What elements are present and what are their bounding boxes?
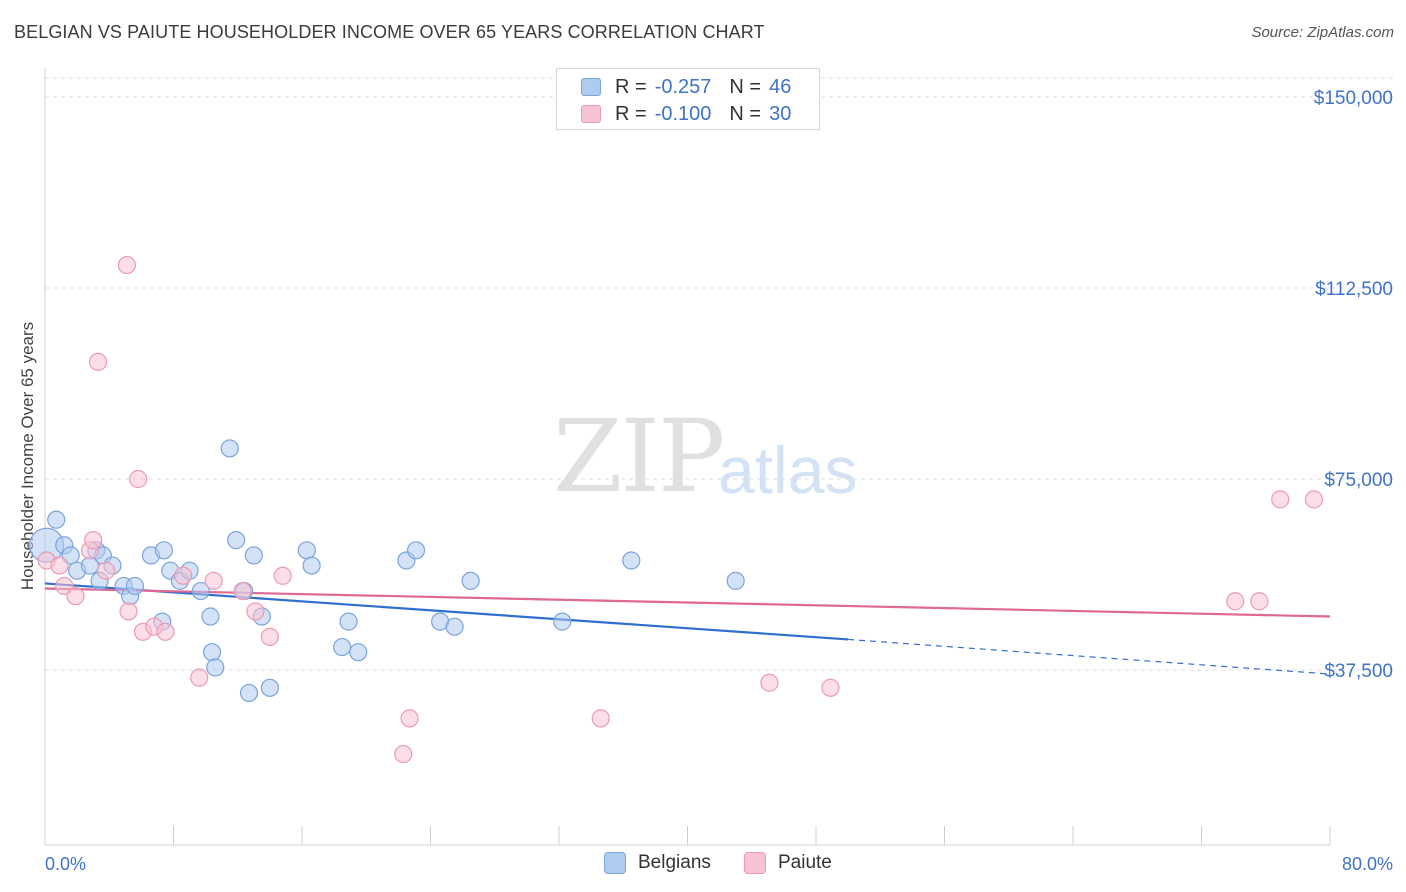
paiute-point [591, 709, 610, 728]
belgians-label: Belgians [638, 852, 711, 873]
paiute-point [394, 744, 413, 764]
paiute-point [156, 622, 175, 641]
belgians-point [726, 571, 745, 590]
belgians-point [61, 546, 80, 565]
x-tick-label: 0.0% [45, 854, 86, 874]
n-value: 30 [769, 102, 792, 125]
belgians-point [206, 658, 225, 677]
tick-labels: $37,500 $75,000 $112,500 $150,000 0.0% 80.0% [45, 88, 1393, 874]
belgians-swatch [581, 78, 601, 96]
y-tick-label: $37,500 [1324, 661, 1393, 682]
belgians-point [461, 571, 480, 590]
r-value: -0.100 [654, 102, 712, 125]
belgians-point [406, 541, 426, 560]
legend-item-paiute[interactable]: Paiute [744, 852, 832, 874]
belgians-point [244, 546, 263, 565]
belgians-point [220, 439, 239, 458]
paiute-point [204, 571, 223, 590]
paiute-trendline [44, 587, 1331, 618]
grid-lines [45, 77, 1395, 671]
paiute-point [821, 678, 840, 697]
belgians-point [297, 541, 316, 560]
data-points [29, 255, 1324, 764]
belgians-point [239, 683, 259, 703]
belgians-point [260, 678, 279, 697]
belgians-point [125, 576, 145, 596]
belgians-trendline-extension [848, 638, 1331, 675]
paiute-point [1271, 490, 1290, 509]
legend-row-belgians: R = -0.257 N = 46 [581, 75, 791, 99]
correlation-legend: R = -0.257 N = 46 R = -0.100 N = 30 [556, 68, 820, 130]
paiute-point [233, 581, 252, 601]
paiute-point [129, 469, 148, 489]
paiute-point [96, 561, 116, 580]
paiute-point [400, 709, 419, 728]
x-tick-label: 80.0% [1342, 854, 1393, 874]
belgians-point [622, 551, 641, 570]
belgians-point [333, 637, 352, 657]
paiute-point [246, 602, 265, 621]
y-tick-label: $150,000 [1314, 88, 1393, 109]
paiute-point [119, 602, 138, 621]
paiute-point [1226, 592, 1245, 611]
chart-title: BELGIAN VS PAIUTE HOUSEHOLDER INCOME OVE… [14, 22, 765, 42]
r-label: R = [615, 75, 647, 98]
belgians-point [349, 643, 368, 662]
paiute-point [84, 531, 103, 550]
r-value: -0.257 [654, 75, 712, 98]
axes [44, 68, 1331, 846]
paiute-point [273, 566, 292, 585]
belgians-trendline [44, 582, 849, 641]
paiute-point [55, 576, 74, 596]
belgians-point [339, 612, 358, 631]
trend-lines [44, 582, 1331, 675]
legend-row-paiute: R = -0.100 N = 30 [581, 102, 791, 126]
belgians-swatch [604, 852, 626, 874]
paiute-point [88, 352, 108, 371]
source-label: Source: ZipAtlas.com [1251, 24, 1394, 41]
belgians-point [553, 612, 572, 631]
paiute-swatch [581, 105, 601, 123]
n-value: 46 [769, 75, 792, 98]
n-label: N = [729, 102, 762, 125]
y-tick-label: $112,500 [1315, 279, 1393, 300]
paiute-point [1250, 592, 1269, 611]
paiute-point [66, 587, 85, 606]
paiute-point [117, 255, 137, 275]
legend-item-belgians[interactable]: Belgians [604, 852, 711, 874]
paiute-point [1304, 490, 1324, 509]
paiute-point [260, 627, 279, 646]
paiute-swatch [744, 852, 766, 874]
n-label: N = [729, 75, 762, 98]
belgians-point [302, 556, 321, 575]
paiute-point [190, 668, 209, 687]
belgians-point [202, 643, 222, 662]
paiute-point [174, 566, 193, 585]
paiute-point [760, 673, 779, 692]
paiute-point [50, 556, 69, 575]
belgians-point [445, 617, 464, 636]
belgians-point [154, 541, 173, 560]
belgians-point [191, 581, 210, 601]
belgians-point [47, 510, 66, 529]
belgians-point [227, 531, 246, 550]
watermark-atlas: atlas [718, 433, 858, 507]
belgians-point [201, 607, 220, 626]
watermark-zip: ZIP [553, 398, 725, 515]
r-label: R = [615, 102, 647, 125]
y-tick-label: $75,000 [1324, 470, 1393, 491]
paiute-label: Paiute [778, 852, 832, 873]
